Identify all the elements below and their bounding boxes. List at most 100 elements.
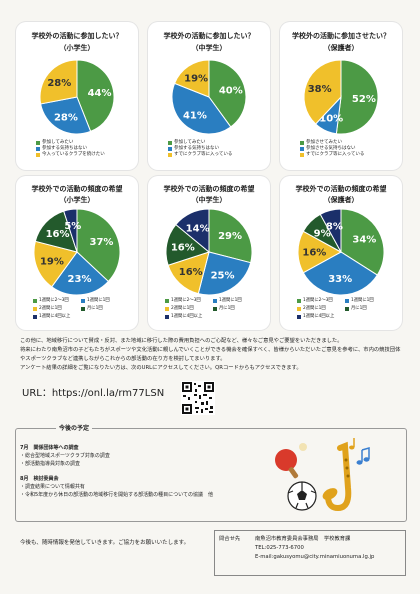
schedule-line: ・調査結果について情報共有 [20, 484, 85, 490]
legend-label: すでにクラブ等に入っている [174, 152, 233, 157]
pie-slice [173, 59, 210, 98]
legend-label: 2週間に1回 [39, 306, 62, 311]
pie-chart: 52% 10% 38% [303, 59, 379, 135]
description-paragraph: この他に、地域移行について賛成・反対、また地域に移行した際の費用負担へのご心配な… [20, 337, 402, 373]
slice-value-label: 25% [211, 270, 235, 281]
chart-legend: 1週間に2〜3回 1週間に1回 2週間に1回 月に1回 1週間に4回以上 [33, 298, 133, 322]
legend-label: 2週間に1回 [171, 306, 194, 311]
slice-value-label: 52% [352, 94, 376, 105]
pie-slice [63, 208, 78, 253]
chart-legend: 参加してみたい 参加する気持ちはない 今入っているクラブを続けたい [36, 140, 105, 158]
schedule-month: 8月 [20, 476, 29, 482]
ping-pong-paddle-icon [275, 443, 307, 479]
chart-legend: 参加してみたい 参加する気持ちはない すでにクラブ等に入っている [168, 140, 232, 158]
pie-slice [303, 59, 342, 125]
legend-label: 参加する気持ちはない [42, 146, 87, 151]
chart-subtitle: （小学生） [59, 196, 95, 204]
pie-slice [319, 208, 342, 253]
legend-label: 参加させてみたい [306, 140, 342, 145]
legend-label: 1週間に2〜3回 [39, 298, 69, 303]
sports-music-illustration [275, 438, 370, 512]
slice-value-label: 28% [47, 78, 71, 89]
schedule-heading: 関係団体等への調査 [33, 445, 79, 451]
chart-card-2: 学校外の活動に参加したい？ （中学生） 40% 41% 19% 参加してみたい 参加… [148, 22, 270, 170]
soccer-ball-icon [287, 481, 317, 511]
chart-card-4: 学校外での活動の頻度の希望 （小学生） 37% 23% 19% 16% 5% 1週間に2… [16, 176, 138, 330]
saxophone-icon [322, 441, 352, 512]
chart-card-6: 学校外での活動の頻度の希望 （保護者） 34% 33% 16% 9% 8% 1週間に2〜… [280, 176, 402, 330]
chart-card-1: 学校外の活動に参加したい？ （小学生） 44% 28% 28% 参加してみたい 参加… [16, 22, 138, 170]
slice-value-label: 16% [179, 267, 203, 278]
slice-value-label: 8% [326, 222, 343, 233]
slice-value-label: 40% [219, 85, 243, 96]
slice-value-label: 29% [218, 231, 242, 242]
slice-value-label: 23% [68, 274, 92, 285]
pie-slice [175, 208, 210, 254]
legend-label: 1週間に1回 [87, 298, 110, 303]
qr-code-icon[interactable] [181, 381, 215, 415]
slice-value-label: 33% [328, 274, 352, 285]
legend-label: 月に1回 [87, 306, 103, 311]
pie-slice [171, 82, 232, 135]
legend-label: 1週間に2〜3回 [171, 298, 201, 303]
pie-slice [40, 96, 92, 135]
legend-label: 1週間に4回以上 [171, 314, 203, 319]
legend-label: 1週間に2〜3回 [303, 298, 333, 303]
slice-value-label: 28% [54, 113, 78, 124]
pie-slice [51, 251, 110, 296]
slice-value-label: 16% [171, 243, 195, 254]
schedule-line: ・総合型地域スポーツクラブ対象の調査 [20, 453, 110, 459]
slice-value-label: 34% [352, 235, 376, 246]
legend-label: 月に1回 [219, 306, 235, 311]
pie-chart: 40% 41% 19% [171, 59, 247, 135]
paragraph-line: この他に、地域移行について賛成・反対、また地域に移行した際の費用負担へのご心配な… [20, 338, 343, 344]
chart-subtitle: （中学生） [191, 44, 227, 52]
slice-value-label: 16% [302, 248, 326, 259]
chart-title: 学校外の活動に参加したい？ [163, 32, 255, 40]
slice-value-label: 19% [184, 74, 208, 85]
legend-label: すでにクラブ等に入っている [306, 152, 365, 157]
chart-subtitle: （保護者） [323, 44, 359, 52]
pie-slice [197, 251, 252, 296]
chart-title: 学校外での活動の頻度の希望 [163, 185, 255, 193]
legend-label: 参加する気持ちはない [174, 146, 219, 151]
music-note-icon [349, 438, 355, 450]
slice-value-label: 41% [183, 111, 207, 122]
music-note-icon [356, 447, 370, 465]
slice-value-label: 5% [64, 221, 81, 232]
pie-slice [33, 240, 78, 288]
contact-tel: TEL:025-773-6700 [255, 545, 304, 551]
schedule-heading: 検討委員会 [33, 476, 59, 482]
slice-value-label: 16% [46, 229, 70, 240]
chart-title: 学校外の活動に参加させたい？ [292, 32, 390, 40]
pie-slice [208, 208, 253, 264]
contact-email[interactable]: E-mail:gakusyomu@city.minamiuonuma.lg.jp [255, 554, 375, 560]
legend-label: 1週間に1回 [219, 298, 242, 303]
pie-slice [39, 59, 78, 105]
chart-subtitle: （保護者） [323, 196, 359, 204]
legend-label: 1週間に1回 [351, 298, 374, 303]
slice-value-label: 14% [186, 223, 210, 234]
schedule-line: ・令和5年度から休日の部活動の地域移行を開始する部活動の種目についての協議 他 [20, 492, 214, 498]
legend-label: 2週間に1回 [303, 306, 326, 311]
chart-legend: 1週間に2〜3回 1週間に1回 2週間に1回 月に1回 1週間に4回以上 [165, 298, 265, 322]
contact-org: 南魚沼市教育委員会事務局 学校教育課 [255, 536, 351, 542]
contact-label: 問合せ先 [219, 536, 241, 542]
chart-title: 学校外での活動の頻度の希望 [295, 185, 387, 193]
slice-value-label: 44% [88, 88, 112, 99]
chart-subtitle: （中学生） [191, 196, 227, 204]
chart-legend: 参加させてみたい 参加させる気持ちはない すでにクラブ等に入っている [300, 140, 364, 158]
pie-slice [76, 59, 115, 133]
survey-url[interactable]: URL：https://onl.la/rm77LSN [22, 388, 165, 399]
pie-slice [76, 208, 121, 283]
pie-slice [335, 59, 379, 135]
chart-title: 学校外の活動に参加したい？ [31, 32, 123, 40]
chart-card-5: 学校外での活動の頻度の希望 （中学生） 29% 25% 16% 16% 14% 1週間に… [148, 176, 270, 330]
legend-label: 1週間に4回以上 [39, 314, 71, 319]
schedule-line: ・部活動指導員対象の調査 [20, 461, 81, 467]
schedule-box: 今後の予定 7月 関係団体等への調査 ・総合型地域スポーツクラブ対象の調査 ・部… [15, 423, 407, 522]
pie-chart: 34% 33% 16% 9%8% [297, 208, 385, 296]
chart-card-3: 学校外の活動に参加させたい？ （保護者） 52% 10% 38% 参加させてみたい … [280, 22, 402, 170]
legend-label: 今入っているクラブを続けたい [42, 152, 105, 157]
legend-label: 月に1回 [351, 306, 367, 311]
